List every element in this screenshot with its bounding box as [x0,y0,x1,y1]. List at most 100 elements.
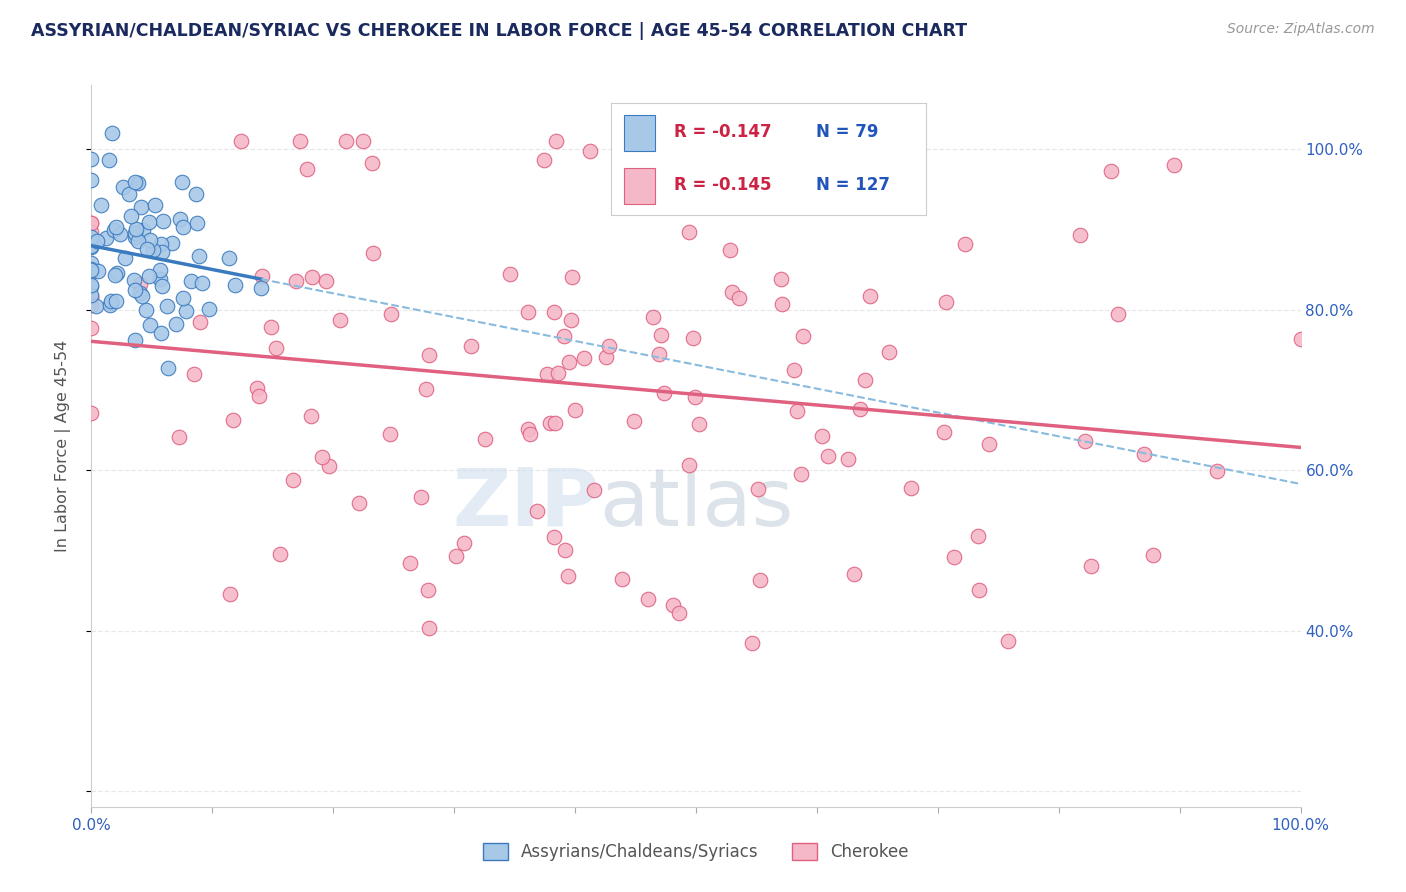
Point [80,173,103,187]
Point [546,134,568,148]
Point [135,242,157,256]
Point [129,286,152,301]
Point [718,244,741,258]
Point [172,291,194,305]
Point [135,302,157,317]
Point [517,304,540,318]
Point [543,530,565,544]
Text: ASSYRIAN/CHALDEAN/SYRIAC VS CHEROKEE IN LABOR FORCE | AGE 45-54 CORRELATION CHAR: ASSYRIAN/CHALDEAN/SYRIAC VS CHEROKEE IN … [31,22,967,40]
Point [138,214,160,228]
Point [553,329,575,343]
Point [668,607,690,621]
Point [688,417,710,431]
Point [623,414,645,428]
Point [124,229,146,244]
Point [152,279,174,293]
Point [329,313,352,327]
Point [1289,332,1312,346]
Point [942,549,965,564]
Point [853,373,876,387]
Point [80,216,103,230]
Point [110,227,132,242]
Point [682,331,704,345]
Point [997,634,1019,648]
Point [150,245,173,260]
Point [418,348,440,362]
Point [124,175,146,189]
Point [150,236,173,251]
Point [122,273,145,287]
Point [104,294,127,309]
Point [360,156,382,170]
Point [749,573,772,587]
Point [979,436,1001,450]
Point [967,583,990,598]
Point [100,293,122,308]
Point [80,238,103,252]
Point [770,272,793,286]
Point [84,299,107,313]
Point [186,187,208,202]
Point [678,225,700,239]
Point [172,219,194,234]
Point [86,264,108,278]
Point [598,338,620,352]
Point [80,291,103,305]
Point [149,262,172,277]
Point [678,458,700,473]
Point [301,270,323,285]
Point [152,213,174,227]
Point [80,264,103,278]
Point [770,297,793,311]
Point [80,225,103,239]
Point [557,568,579,582]
Point [149,271,172,285]
Point [80,289,103,303]
Point [460,339,482,353]
Point [721,285,744,299]
Point [252,269,274,284]
Point [361,246,384,260]
Point [652,385,675,400]
Point [378,427,401,442]
Point [129,277,152,291]
Point [224,278,246,293]
Point [335,134,357,148]
Point [533,153,555,167]
Point [811,429,834,443]
Point [112,180,135,194]
Point [578,145,600,159]
Point [120,209,142,223]
Point [349,496,371,510]
Point [741,636,763,650]
Point [792,328,814,343]
Point [127,234,149,248]
Point [547,366,569,380]
Point [169,211,191,226]
Point [560,312,582,326]
Point [837,451,859,466]
Point [124,226,146,240]
Point [138,269,160,284]
Point [526,504,548,518]
Point [932,425,955,439]
Point [953,237,976,252]
Point [583,483,606,497]
Point [105,266,128,280]
Point [790,467,813,482]
Point [80,216,103,230]
Point [246,381,269,395]
Text: ZIP: ZIP [451,465,599,543]
Point [499,267,522,281]
Point [612,572,634,586]
Point [138,233,160,247]
Point [418,621,440,635]
Point [453,535,475,549]
Point [1205,464,1227,478]
Point [517,422,540,436]
Point [191,277,214,291]
Point [247,389,270,403]
Point [446,549,468,563]
Point [80,288,103,302]
Point [160,235,183,250]
